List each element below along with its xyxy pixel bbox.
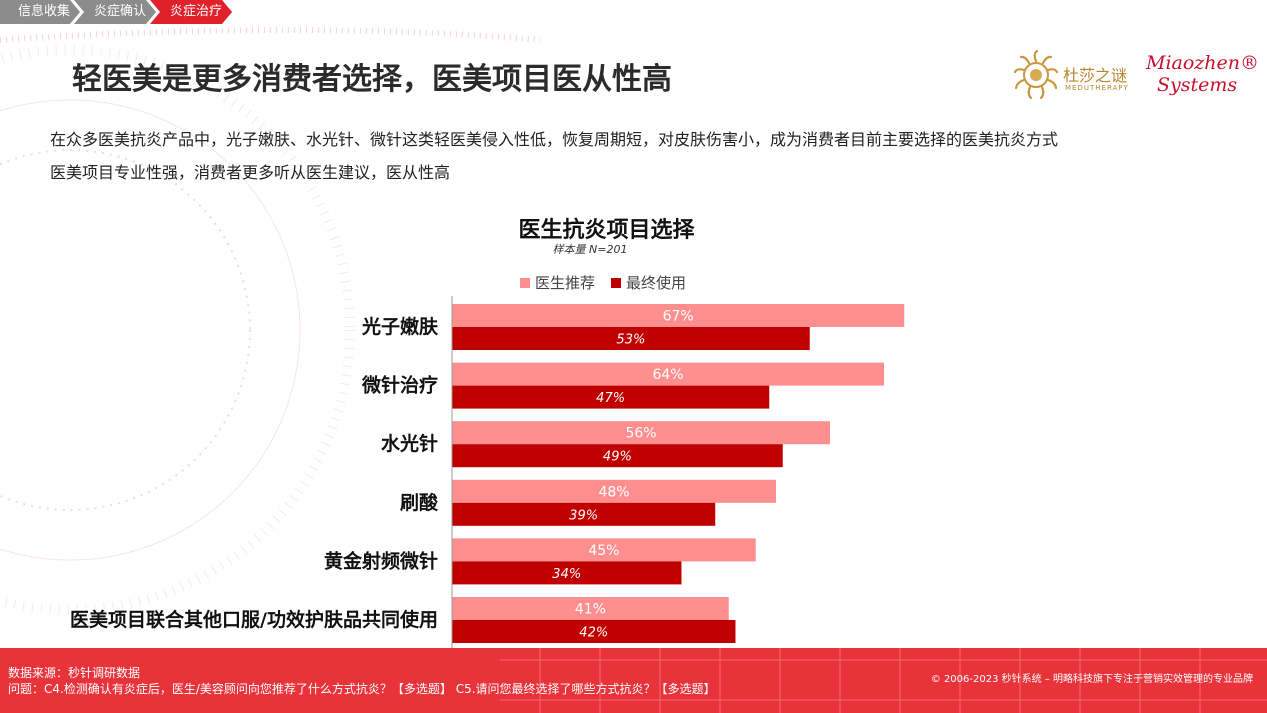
data-source: 数据来源：秒针调研数据 [8, 666, 141, 680]
bar-use [452, 561, 682, 585]
chart-title: 医生抗炎项目选择 [518, 218, 695, 243]
bar-use [452, 502, 716, 526]
category-label: 刷酸 [400, 491, 439, 514]
data-label: 45% [588, 543, 619, 559]
category-label: 光子嫩肤 [361, 315, 439, 338]
breadcrumb-step-inflammation-confirm[interactable]: 炎症确认 [74, 0, 156, 24]
bar-use [452, 444, 783, 468]
category-label: 黄金射频微针 [324, 549, 438, 572]
medusa-emblem-icon [1013, 50, 1059, 100]
logo-miaozhen: Miaozhen® [1146, 52, 1260, 74]
bar-recommend [452, 421, 830, 445]
category-label: 水光针 [381, 432, 438, 455]
data-label: 39% [569, 508, 598, 523]
data-label: 56% [625, 426, 656, 442]
legend-swatch-use [611, 277, 622, 288]
category-label: 微针治疗 [361, 374, 438, 397]
footer-decoration [500, 648, 1267, 713]
bar-recommend [452, 597, 729, 620]
data-label: 48% [598, 484, 629, 500]
legend-item-use: 最终使用 [611, 272, 686, 293]
page-title: 轻医美是更多消费者选择，医美项目医从性高 [72, 62, 672, 97]
copyright: © 2006-2023 秒针系统 – 明略科技旗下专注于营销实效管理的专业品牌 [930, 674, 1253, 685]
data-label: 42% [579, 626, 608, 641]
chart-legend: 医生推荐 最终使用 [520, 272, 686, 293]
breadcrumb: 信息收集 炎症确认 炎症治疗 [0, 0, 226, 24]
bar-use [452, 385, 770, 409]
data-label: 67% [663, 309, 694, 325]
legend-item-recommend: 医生推荐 [520, 272, 595, 293]
legend-swatch-recommend [520, 277, 530, 288]
bar-recommend [452, 362, 884, 386]
legend-label-use: 最终使用 [626, 274, 687, 292]
footer-band: 数据来源：秒针调研数据 问题：C4.检测确认有炎症后，医生/美容顾问向您推荐了什… [0, 648, 1267, 713]
breadcrumb-step-inflammation-treat[interactable]: 炎症治疗 [150, 0, 232, 24]
bar-recommend [452, 304, 905, 327]
data-label: 47% [596, 391, 625, 406]
legend-label-recommend: 医生推荐 [535, 274, 596, 292]
category-label: 医美项目联合其他口服/功效护肤品共同使用 [70, 608, 438, 631]
summary-line-2: 医美项目专业性强，消费者更多听从医生建议，医从性高 [50, 163, 451, 182]
data-label: 49% [603, 450, 632, 465]
bar-use [452, 620, 736, 643]
survey-question: 问题：C4.检测确认有炎症后，医生/美容顾问向您推荐了什么方式抗炎？【多选题】 … [8, 682, 716, 696]
brand-logos: 杜莎之谜 MEDUTHERAPY Miaozhen® Systems [1013, 48, 1259, 104]
summary-line-1: 在众多医美抗炎产品中，光子嫩肤、水光针、微针这类轻医美侵入性低，恢复周期短，对皮… [50, 130, 1059, 149]
logo-systems: Systems [1157, 74, 1238, 96]
data-label: 64% [652, 367, 683, 383]
logo-sub-text: MEDUTHERAPY [1065, 84, 1129, 92]
data-label: 34% [552, 567, 581, 582]
bar-recommend [452, 479, 776, 503]
bar-recommend [452, 538, 756, 562]
logo-cn-name: 杜莎之谜 [1063, 66, 1128, 85]
bar-chart: 光子嫩肤 67% 53% 微针治疗 64% 47% 水光针 56% 49% 刷酸 48%39% 黄金射… [70, 296, 905, 648]
bar-use [452, 327, 810, 350]
chart-subtitle: 样本量 N=201 [552, 243, 628, 256]
data-label: 41% [575, 602, 606, 618]
breadcrumb-step-info-collect[interactable]: 信息收集 [0, 0, 80, 24]
data-label: 53% [616, 333, 645, 348]
